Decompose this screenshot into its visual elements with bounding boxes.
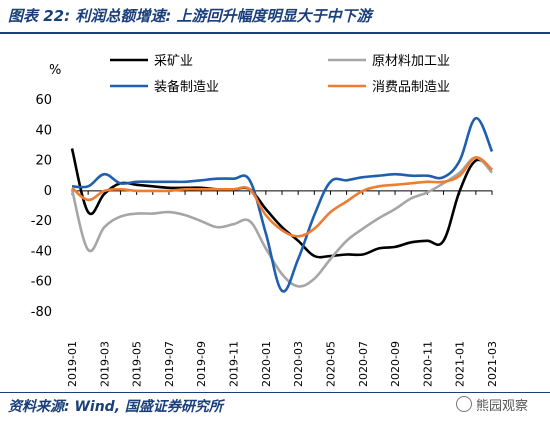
x-tick-label: 2019-03 [98, 341, 111, 387]
wechat-icon [456, 396, 472, 412]
x-tick-label: 2019-07 [163, 341, 176, 387]
series-line-3 [71, 116, 494, 293]
y-tick-label: 60 [35, 93, 52, 108]
y-axis: % 60 40 20 0 -20 -40 -60 -80 [31, 63, 62, 320]
y-tick-label: -80 [31, 305, 52, 320]
x-tick-label: 2020-05 [324, 341, 337, 387]
x-tick-label: 2020-03 [292, 341, 305, 387]
source-note: 资料来源: Wind, 国盛证券研究所 [8, 399, 223, 415]
x-tick-label: 2019-11 [228, 341, 241, 387]
footer-divider [0, 392, 550, 393]
chart-header: 图表 22: 利润总额增速: 上游回升幅度明显大于中下游 [0, 0, 550, 34]
x-tick-label: 2019-05 [131, 341, 144, 387]
x-axis: 2019-01 2019-03 2019-05 2019-07 2019-09 2019-… [66, 190, 499, 387]
y-tick-label: 20 [35, 154, 52, 169]
series-line-1 [70, 148, 493, 259]
x-tick-label: 2019-01 [66, 341, 79, 387]
chart-title: 图表 22: 利润总额增速: 上游回升幅度明显大于中下游 [8, 7, 372, 25]
series-line-4 [71, 156, 493, 238]
title-divider [0, 32, 550, 34]
x-tick-label: 2021-03 [486, 341, 499, 387]
y-tick-label: -20 [31, 214, 52, 229]
x-tick-label: 2021-01 [454, 341, 467, 387]
series-line-2 [70, 156, 493, 288]
x-tick-label: 2020-01 [260, 341, 273, 387]
y-tick-label: -60 [31, 275, 52, 290]
y-axis-unit-label: % [49, 63, 61, 78]
legend-label-1: 采矿业 [154, 54, 193, 69]
legend-label-3: 装备制造业 [154, 79, 219, 95]
legend-label-2: 原材料加工业 [372, 54, 450, 69]
y-tick-label: -40 [31, 244, 52, 259]
watermark-text: 熊园观察 [476, 399, 529, 414]
y-tick-label: 40 [35, 123, 52, 138]
x-tick-label: 2019-09 [195, 341, 208, 387]
x-tick-label: 2020-11 [421, 341, 434, 387]
legend-label-4: 消费品制造业 [372, 80, 450, 95]
series-group [70, 116, 494, 293]
x-tick-label: 2020-07 [357, 341, 370, 387]
watermark: 熊园观察 [456, 395, 528, 414]
y-tick-label: 0 [44, 184, 52, 199]
x-tick-label: 2020-09 [389, 341, 402, 387]
